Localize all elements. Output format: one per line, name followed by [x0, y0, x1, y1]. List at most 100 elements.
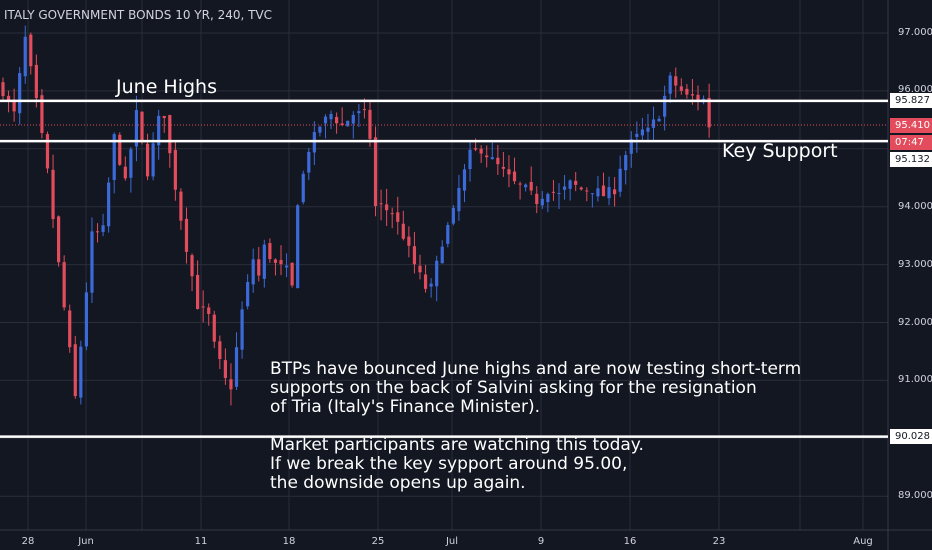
candle-up [151, 143, 155, 177]
candle-up [129, 149, 133, 178]
candle-down [529, 182, 533, 191]
candle-down [485, 155, 489, 158]
x-tick-label: 18 [282, 536, 296, 547]
candle-down [535, 193, 539, 205]
candle-up [346, 120, 350, 127]
candle-up [646, 127, 650, 132]
candle-up [357, 111, 361, 114]
candle-down [613, 189, 617, 195]
candle-up [457, 188, 461, 212]
candle-down [412, 246, 417, 265]
y-tick-label: 89.000 [898, 490, 932, 501]
candle-up [157, 115, 161, 146]
candle-down [173, 149, 177, 190]
y-tick-label: 92.000 [898, 317, 932, 328]
candle-up [557, 193, 561, 195]
candle-down [118, 134, 122, 165]
current-price-label: 95.410 [890, 118, 932, 133]
candle-up [329, 113, 333, 120]
candle-up [134, 110, 139, 147]
candle-up [540, 198, 544, 206]
candle-up [351, 114, 355, 124]
june-highs-label: June Highs [116, 76, 217, 98]
candle-up [246, 282, 250, 307]
candle-down [579, 187, 583, 190]
candle-up [462, 169, 467, 191]
candle-down [362, 109, 366, 111]
candle-down [95, 231, 100, 233]
candle-down [423, 274, 428, 289]
candle-up [440, 246, 444, 264]
candle-up [318, 126, 322, 133]
candle-down [696, 94, 700, 101]
x-tick-label: 11 [194, 536, 208, 547]
candle-up [18, 73, 22, 114]
candle-down [218, 341, 222, 359]
candle-down [12, 99, 16, 112]
candle-up [307, 151, 311, 173]
candle-down [290, 262, 294, 286]
candle-up [251, 259, 255, 285]
y-tick-label: 96.000 [898, 84, 932, 95]
candle-down [62, 262, 66, 308]
candle-down [73, 344, 77, 397]
candle-down [34, 64, 38, 99]
bottom-line-price-label: 90.028 [890, 429, 932, 444]
candle-up [296, 205, 300, 289]
candle-down [496, 157, 500, 165]
candle-up [79, 346, 83, 398]
candle-up [562, 186, 567, 190]
candle-down [51, 169, 55, 220]
candle-down [190, 255, 194, 277]
candle-down [201, 306, 205, 308]
candle-down [268, 243, 272, 260]
candle-up [84, 292, 88, 347]
candle-down [229, 379, 233, 390]
candle-up [546, 193, 550, 203]
candle-down [379, 203, 383, 205]
x-tick-label: Jul [445, 536, 459, 547]
candle-up [668, 75, 672, 94]
candle-up [284, 265, 289, 268]
candle-up [262, 244, 266, 279]
y-tick-label: 94.000 [898, 201, 932, 212]
candle-down [373, 137, 378, 206]
candle-down [574, 180, 578, 185]
candle-series [1, 25, 711, 406]
candle-down [179, 191, 183, 221]
candle-down [6, 95, 11, 101]
candle-down [501, 166, 505, 169]
candle-up [90, 231, 94, 293]
candle-up [234, 347, 239, 387]
chart-title: ITALY GOVERNMENT BONDS 10 YR, 240, TVC [4, 8, 273, 22]
x-tick-label: 23 [712, 536, 726, 547]
commentary-text: BTPs have bounced June highs and are now… [270, 359, 802, 493]
candle-up [568, 180, 572, 189]
candle-down [512, 171, 517, 182]
candle-up [618, 168, 622, 192]
x-tick-label: 16 [623, 536, 637, 547]
candle-down [223, 360, 227, 378]
candle-down [518, 183, 522, 185]
candle-up [651, 119, 656, 128]
candle-down [585, 190, 589, 192]
candle-up [524, 184, 528, 188]
candle-down [45, 134, 50, 169]
candle-down [396, 212, 400, 222]
candle-down [1, 82, 5, 97]
x-tick-label: 9 [537, 536, 545, 547]
candle-up [663, 95, 667, 117]
key-support-label: Key Support [722, 140, 838, 162]
candle-down [212, 314, 216, 342]
candle-down [479, 148, 483, 154]
candle-down [145, 143, 150, 177]
candle-up [107, 182, 111, 227]
candle-down [257, 259, 261, 276]
candle-up [624, 155, 628, 171]
lower-line-price-label: 95.132 [890, 152, 932, 167]
candle-down [685, 88, 689, 95]
candle-up [590, 193, 594, 195]
candle-down [601, 185, 606, 197]
